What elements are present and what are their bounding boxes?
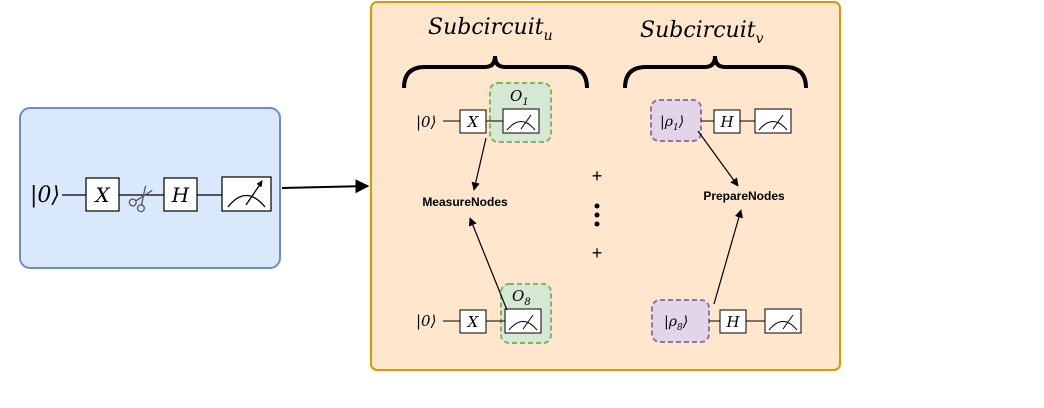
vertical-ellipsis-icon (594, 203, 600, 227)
subcircuit-u-brace (402, 55, 589, 89)
original-x-gate-label: X (93, 183, 110, 207)
o8-to-measure-arrow (468, 217, 508, 311)
subcircuit-v-brace (623, 55, 808, 89)
v-bottom-h-gate-label: H (725, 313, 740, 331)
rho8-to-prepare-arrow (713, 209, 743, 305)
v-top-h-gate-label: H (719, 113, 734, 131)
state-rho8-label: |ρ8⟩ (664, 314, 688, 333)
u-top-x-gate-label: X (467, 113, 480, 131)
subcircuit-u-title: Subcircuitu (428, 15, 553, 44)
cut-arrow (281, 179, 370, 194)
rho1-to-prepare-arrow (697, 130, 739, 187)
meter-icon (764, 308, 802, 334)
original-h-gate-label: H (171, 183, 190, 207)
state-rho1-label: |ρ1⟩ (660, 114, 684, 133)
meter-icon (504, 308, 542, 334)
original-ket: |0⟩ (30, 183, 60, 208)
subcircuits-panel: Subcircuitu Subcircuitv O1 |0⟩ X O8 | (370, 1, 841, 371)
subcircuit-u-bottom-circuit: O8 |0⟩ X (416, 283, 552, 344)
subcircuit-u-top-circuit: O1 |0⟩ X (416, 82, 552, 143)
prepare-nodes-label: PrepareNodes (703, 189, 785, 203)
meter-icon (502, 108, 540, 134)
subcircuit-v-top-circuit: |ρ1⟩ H (650, 99, 792, 142)
u-bottom-ket: |0⟩ (416, 312, 436, 330)
plus-sign-bottom: + (592, 243, 603, 263)
original-circuit-box (19, 107, 281, 269)
u-top-ket: |0⟩ (416, 113, 436, 131)
subcircuits-box (370, 1, 841, 371)
observable-o8-label: O8 (512, 287, 531, 308)
original-circuit-panel: |0⟩ X H (19, 107, 281, 269)
meter-icon (221, 176, 272, 212)
scissors-icon (128, 185, 153, 213)
state-rho8-box (651, 299, 710, 343)
original-x-gate (85, 177, 120, 212)
plus-sign-top: + (592, 166, 603, 186)
meter-icon (754, 108, 792, 134)
subcircuit-v-bottom-circuit: |ρ8⟩ H (651, 299, 802, 343)
o1-to-measure-arrow (471, 137, 487, 191)
u-bottom-x-gate-label: X (467, 313, 480, 331)
measure-nodes-label: MeasureNodes (422, 195, 508, 209)
subcircuit-v-title: Subcircuitv (640, 18, 764, 47)
state-rho1-box (650, 99, 702, 142)
observable-o1-label: O1 (510, 87, 529, 108)
